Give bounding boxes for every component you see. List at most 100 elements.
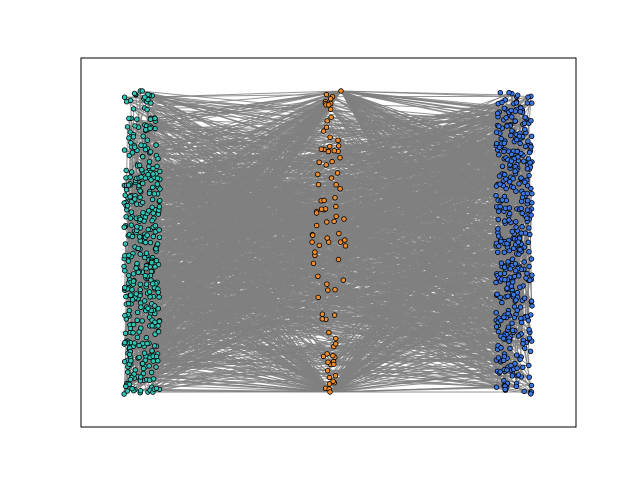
graph-edge: [340, 90, 513, 377]
graph-node-left: [124, 388, 131, 394]
graph-node-left: [141, 254, 148, 261]
graph-node-left: [152, 115, 158, 122]
graph-node-right: [509, 256, 516, 262]
graph-edge: [329, 374, 519, 393]
graph-node-left: [129, 287, 135, 293]
graph-node-left: [122, 330, 129, 336]
graph-edge: [329, 221, 517, 393]
graph-edge: [316, 211, 513, 291]
graph-node-middle: [324, 368, 331, 374]
graph-node-left: [141, 350, 148, 356]
graph-node-middle: [332, 373, 339, 379]
graph-edge: [329, 196, 523, 393]
graph-node-right: [494, 140, 500, 147]
graph-node-left: [134, 116, 140, 122]
graph-edge: [144, 90, 342, 98]
graph-node-middle: [327, 134, 333, 140]
graph-node-left: [139, 318, 145, 324]
graph-node-left: [127, 325, 133, 332]
graph-node-right: [512, 118, 518, 124]
graph-node-right: [518, 230, 524, 236]
graph-node-right: [526, 362, 532, 369]
graph-node-right: [520, 364, 526, 371]
graph-edge: [340, 90, 512, 118]
graph-edge: [138, 90, 342, 128]
graph-node-left: [127, 215, 134, 221]
graph-node-left: [137, 194, 143, 201]
graph-node-middle: [315, 171, 321, 178]
graph-node-right: [501, 105, 507, 111]
graph-node-right: [507, 179, 513, 185]
graph-node-right: [497, 369, 503, 375]
graph-node-right: [510, 327, 516, 333]
graph-edge: [340, 90, 516, 172]
graph-edge: [127, 359, 331, 393]
graph-node-right: [495, 226, 501, 232]
graph-node-left: [140, 370, 147, 377]
graph-node-right: [493, 279, 499, 286]
graph-node-left: [128, 222, 135, 228]
graph-node-left: [128, 140, 134, 146]
graph-edge: [136, 98, 331, 264]
graph-node-right: [517, 108, 523, 115]
graph-node-middle: [324, 281, 330, 287]
graph-node-middle: [324, 118, 330, 124]
graph-edge: [340, 90, 501, 275]
graph-node-right: [499, 197, 505, 203]
graph-node-left: [132, 123, 138, 129]
graph-node-left: [149, 260, 155, 266]
graph-node-left: [151, 191, 158, 197]
graph-edge: [152, 283, 331, 393]
graph-edge: [156, 90, 342, 157]
graph-node-right: [524, 215, 530, 221]
graph-edge: [340, 90, 506, 372]
graph-node-left: [142, 146, 149, 153]
graph-edge: [145, 90, 342, 131]
graph-node-right: [526, 327, 532, 333]
graph-node-middle: [319, 316, 325, 322]
graph-node-left: [127, 292, 134, 298]
graph-edge: [329, 265, 520, 393]
graph-edge: [329, 343, 524, 393]
graph-node-right: [526, 248, 532, 255]
graph-node-middle: [329, 158, 335, 165]
graph-edge: [329, 339, 510, 393]
graph-edge: [142, 156, 331, 393]
graph-node-left: [153, 246, 159, 252]
graph-node-left: [134, 317, 140, 323]
graph-node-right: [501, 377, 507, 384]
graph-edge: [150, 179, 331, 393]
graph-node-right: [508, 362, 514, 369]
graph-node-left: [134, 224, 140, 230]
graph-node-right: [514, 352, 520, 358]
graph-node-left: [121, 94, 128, 100]
graph-node-right: [519, 319, 525, 326]
graph-node-middle: [320, 353, 327, 360]
graph-node-left: [129, 385, 135, 392]
graph-node-right: [525, 94, 531, 100]
graph-node-left: [127, 193, 133, 200]
graph-node-left: [153, 142, 159, 148]
graph-node-left: [126, 252, 132, 259]
graph-node-right: [522, 126, 528, 133]
graph-node-right: [493, 310, 499, 316]
graph-node-right: [496, 151, 502, 158]
graph-node-left: [131, 340, 138, 346]
graph-node-left: [130, 134, 137, 140]
graph-edge: [155, 90, 342, 233]
graph-edge: [340, 90, 504, 187]
graph-edge: [143, 373, 331, 393]
graph-node-left: [136, 342, 142, 349]
graph-edge: [144, 257, 331, 393]
node-layer: [121, 88, 535, 397]
graph-node-right: [501, 264, 508, 270]
graph-node-middle: [333, 213, 339, 220]
graph-node-left: [139, 153, 146, 160]
graph-edge: [150, 118, 336, 376]
graph-edge: [340, 90, 507, 159]
graph-node-left: [121, 263, 127, 270]
graph-node-middle: [337, 186, 343, 192]
graph-node-left: [150, 165, 156, 172]
graph-node-left: [141, 298, 148, 304]
